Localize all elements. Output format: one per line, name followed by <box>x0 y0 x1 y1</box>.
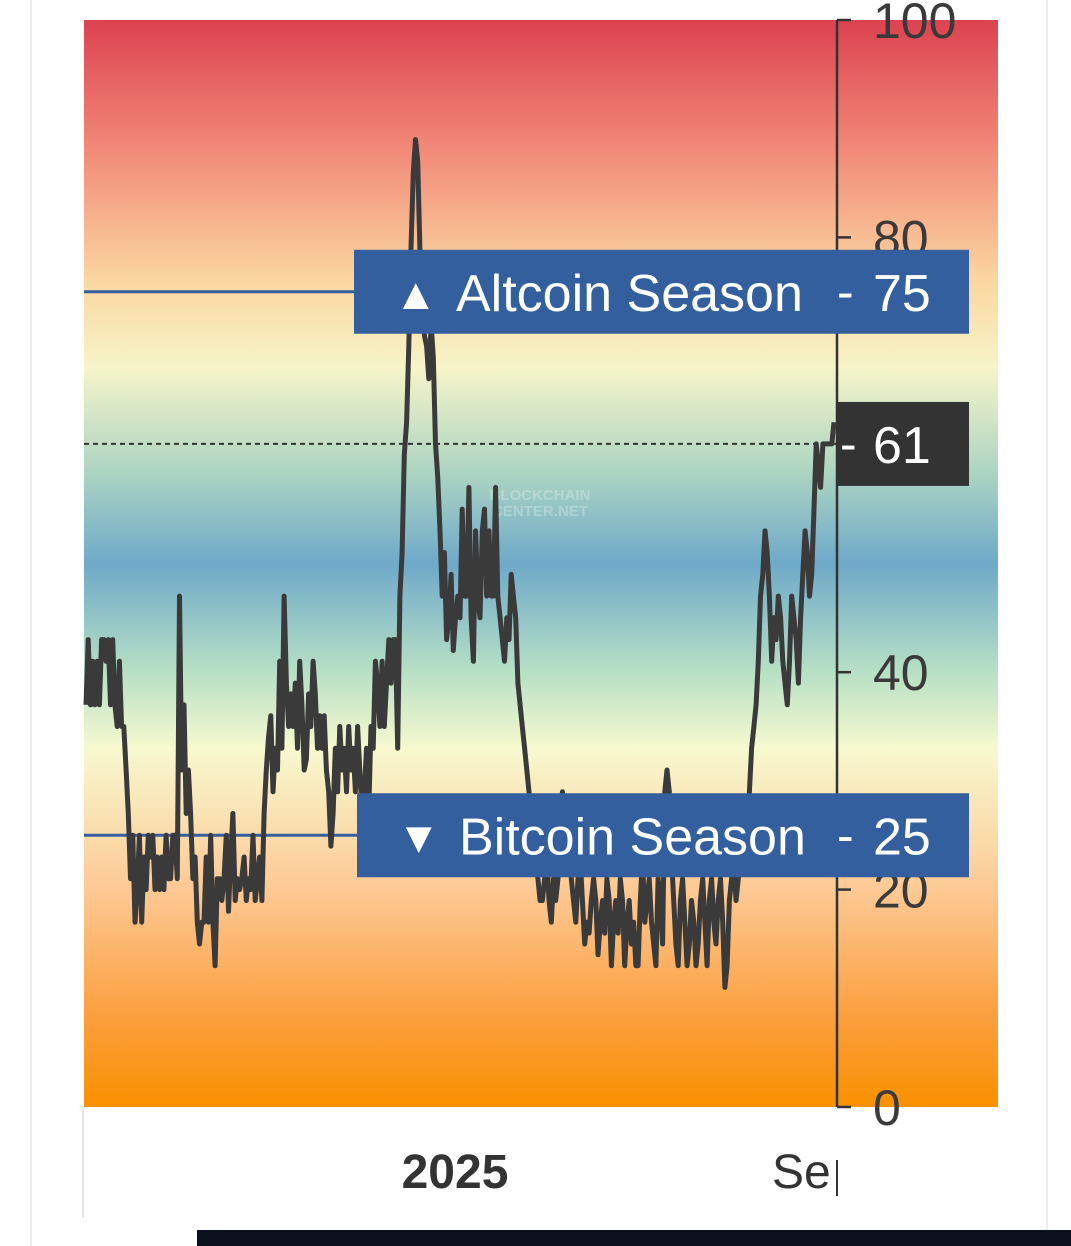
threshold-marker-icon: ▲ <box>394 270 438 319</box>
current-value-dash: - <box>840 416 857 472</box>
threshold-value: 75 <box>873 265 931 323</box>
y-tick-label: 40 <box>873 645 929 701</box>
watermark-text: BLOCKCHAIN <box>490 487 591 504</box>
card-left-border <box>82 1108 84 1218</box>
threshold-marker-icon: ▼ <box>397 813 441 862</box>
x-tick-label: Se <box>772 1146 831 1199</box>
current-value-box <box>837 401 969 486</box>
frame-right-border <box>1046 0 1048 1246</box>
y-tick-label: 100 <box>873 0 956 49</box>
watermark-text: CENTER.NET <box>492 503 588 520</box>
x-axis: 2025 Se <box>402 1146 838 1199</box>
threshold-dash: - <box>837 807 854 863</box>
plot-background <box>84 20 998 1107</box>
threshold-value: 25 <box>873 808 931 866</box>
threshold-dash: - <box>837 264 854 320</box>
threshold-label-box <box>357 793 969 878</box>
series-line <box>83 137 837 990</box>
threshold-label-box <box>354 249 969 334</box>
current-value-label: 61 <box>873 417 931 475</box>
x-tick-label: 2025 <box>402 1146 509 1199</box>
threshold-labels: ▲ Altcoin Season -75▼ Bitcoin Season -25- 61 <box>354 249 969 878</box>
y-tick-label: 0 <box>873 1080 901 1136</box>
bottom-dark-bar <box>197 1230 1071 1246</box>
frame-left-border <box>30 0 32 1246</box>
threshold-label-text: Altcoin Season <box>456 265 803 323</box>
threshold-label-text: Bitcoin Season <box>459 808 806 866</box>
